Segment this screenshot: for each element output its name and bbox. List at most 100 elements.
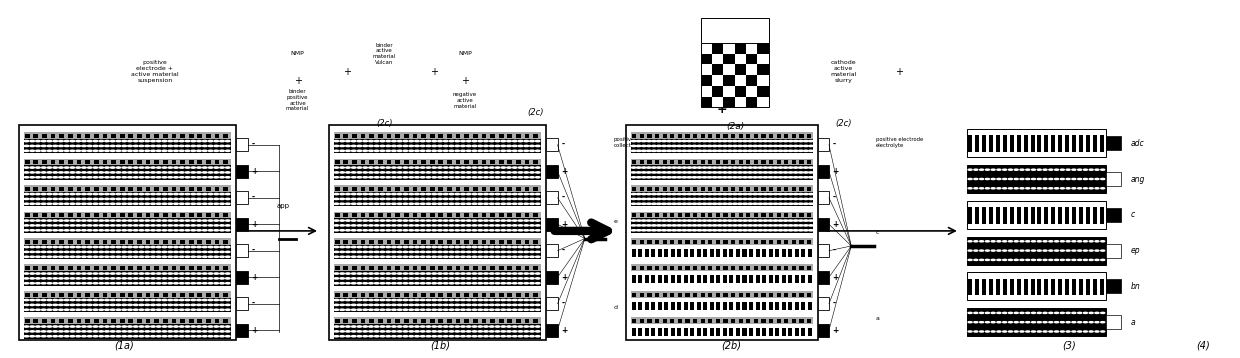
Bar	[712, 86, 723, 97]
Circle shape	[398, 145, 402, 146]
Bar	[188, 240, 193, 244]
Circle shape	[1003, 241, 1007, 242]
Circle shape	[794, 203, 799, 204]
Circle shape	[763, 145, 768, 146]
Circle shape	[1066, 250, 1070, 251]
Circle shape	[794, 145, 799, 146]
Circle shape	[151, 304, 155, 305]
Circle shape	[507, 282, 511, 284]
Circle shape	[41, 278, 46, 279]
Circle shape	[398, 203, 402, 204]
Circle shape	[631, 176, 636, 178]
Circle shape	[197, 246, 201, 248]
Circle shape	[1021, 250, 1024, 251]
Circle shape	[536, 176, 539, 178]
Circle shape	[162, 299, 166, 301]
Circle shape	[110, 256, 115, 257]
Bar	[739, 266, 743, 270]
Circle shape	[1038, 250, 1042, 251]
Circle shape	[1054, 321, 1059, 323]
Circle shape	[30, 176, 35, 178]
Bar	[671, 160, 675, 164]
Bar	[103, 187, 107, 191]
Bar	[781, 301, 786, 310]
Circle shape	[672, 229, 677, 231]
Circle shape	[219, 140, 224, 142]
Circle shape	[1084, 331, 1087, 332]
Circle shape	[512, 304, 517, 305]
Bar	[334, 291, 541, 297]
Bar	[223, 292, 228, 297]
Circle shape	[518, 220, 523, 221]
Circle shape	[335, 198, 339, 199]
Circle shape	[789, 193, 792, 195]
Circle shape	[518, 193, 523, 195]
Circle shape	[122, 229, 126, 231]
Bar	[404, 213, 409, 217]
Bar	[51, 187, 56, 191]
Circle shape	[88, 225, 92, 226]
Circle shape	[41, 326, 46, 327]
Circle shape	[432, 304, 436, 305]
Circle shape	[495, 251, 500, 252]
Bar	[665, 275, 668, 283]
Circle shape	[1049, 331, 1053, 332]
Circle shape	[1054, 250, 1059, 251]
Circle shape	[774, 150, 777, 151]
Bar	[352, 266, 357, 270]
Circle shape	[768, 172, 773, 173]
Circle shape	[357, 309, 362, 310]
Circle shape	[713, 172, 717, 173]
Circle shape	[738, 167, 743, 168]
Bar	[662, 292, 667, 297]
Bar	[448, 292, 451, 297]
Bar	[737, 248, 740, 257]
Bar	[236, 192, 248, 204]
Circle shape	[652, 150, 656, 151]
Circle shape	[477, 278, 482, 279]
Bar	[1079, 135, 1083, 152]
Circle shape	[357, 304, 362, 305]
Circle shape	[1008, 331, 1012, 332]
Circle shape	[728, 176, 732, 178]
Circle shape	[518, 172, 523, 173]
Circle shape	[110, 309, 115, 310]
Bar	[197, 134, 202, 138]
Circle shape	[398, 246, 402, 248]
Circle shape	[110, 203, 115, 204]
Circle shape	[713, 193, 717, 195]
Circle shape	[1038, 331, 1042, 332]
Bar	[430, 213, 434, 217]
Circle shape	[36, 225, 40, 226]
Bar	[818, 297, 830, 310]
Circle shape	[1043, 241, 1047, 242]
Circle shape	[477, 193, 482, 195]
Bar	[546, 165, 558, 178]
Circle shape	[174, 282, 179, 284]
Bar	[975, 279, 980, 295]
Circle shape	[363, 331, 367, 332]
Circle shape	[363, 299, 367, 301]
Circle shape	[738, 172, 743, 173]
Bar	[743, 328, 746, 336]
Circle shape	[1014, 312, 1018, 314]
Circle shape	[386, 251, 391, 252]
Bar	[632, 301, 636, 310]
Circle shape	[438, 282, 443, 284]
Bar	[686, 240, 689, 244]
Bar	[352, 160, 357, 164]
Bar	[1023, 135, 1028, 152]
Bar	[647, 187, 652, 191]
Bar	[715, 266, 720, 270]
Circle shape	[64, 335, 69, 337]
Bar	[334, 132, 541, 139]
Bar	[655, 134, 660, 138]
Circle shape	[219, 198, 224, 199]
Circle shape	[529, 176, 534, 178]
Circle shape	[30, 193, 35, 195]
Circle shape	[477, 140, 482, 142]
Circle shape	[357, 299, 362, 301]
Bar	[546, 139, 558, 151]
Circle shape	[180, 278, 184, 279]
Bar	[645, 275, 649, 283]
